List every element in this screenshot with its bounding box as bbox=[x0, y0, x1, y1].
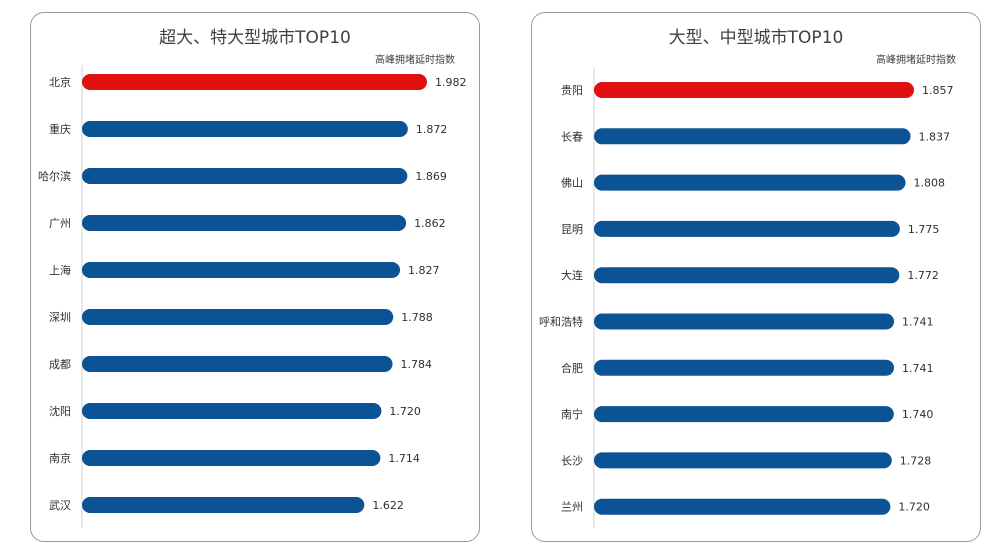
chart-panel-left: 超大、特大型城市TOP10 高峰拥堵延时指数 北京 1.982 重庆 1.872 哈尔滨… bbox=[30, 12, 480, 542]
value-label: 1.827 bbox=[408, 264, 440, 277]
category-label: 北京 bbox=[49, 75, 71, 89]
value-label: 1.728 bbox=[900, 454, 932, 467]
category-label: 深圳 bbox=[49, 311, 71, 324]
category-label: 南京 bbox=[49, 451, 71, 465]
chart-panel-right: 大型、中型城市TOP10 高峰拥堵延时指数 贵阳 1.857 长春 1.837 佛山 1.… bbox=[531, 12, 981, 542]
bar-chart-right: 贵阳 1.857 长春 1.837 佛山 1.808 昆明 1.775 大连 1.772 呼和浩特 1… bbox=[539, 68, 954, 528]
value-label: 1.740 bbox=[902, 408, 934, 421]
category-label: 昆明 bbox=[561, 223, 583, 236]
category-label: 成都 bbox=[49, 358, 71, 371]
value-label: 1.837 bbox=[919, 130, 951, 143]
category-label: 合肥 bbox=[561, 361, 583, 375]
category-label: 沈阳 bbox=[49, 404, 71, 418]
category-label: 佛山 bbox=[561, 177, 583, 190]
metric-label: 高峰拥堵延时指数 bbox=[876, 55, 956, 66]
value-label: 1.862 bbox=[414, 217, 446, 230]
value-label: 1.872 bbox=[416, 123, 448, 136]
category-label: 贵阳 bbox=[561, 84, 583, 97]
metric-label: 高峰拥堵延时指数 bbox=[375, 55, 455, 66]
chart-title: 超大、特大型城市TOP10 bbox=[159, 28, 351, 48]
value-label: 1.869 bbox=[415, 170, 447, 183]
value-label: 1.720 bbox=[389, 405, 421, 418]
category-label: 武汉 bbox=[49, 499, 71, 512]
value-label: 1.622 bbox=[372, 499, 404, 512]
bar-chart-left: 北京 1.982 重庆 1.872 哈尔滨 1.869 广州 1.862 上海 1.827 深圳 1.… bbox=[38, 65, 467, 528]
category-label: 呼和浩特 bbox=[539, 315, 583, 329]
chart-title: 大型、中型城市TOP10 bbox=[668, 28, 844, 48]
category-label: 长沙 bbox=[561, 454, 583, 467]
value-label: 1.857 bbox=[922, 84, 954, 97]
value-label: 1.788 bbox=[401, 311, 433, 324]
value-label: 1.720 bbox=[898, 501, 930, 514]
value-label: 1.714 bbox=[388, 452, 420, 465]
category-label: 哈尔滨 bbox=[38, 169, 71, 183]
category-label: 南宁 bbox=[561, 407, 583, 421]
category-label: 广州 bbox=[49, 217, 71, 230]
value-label: 1.808 bbox=[914, 177, 946, 190]
value-label: 1.741 bbox=[902, 316, 934, 329]
category-label: 重庆 bbox=[49, 122, 71, 136]
value-label: 1.741 bbox=[902, 362, 934, 375]
category-label: 长春 bbox=[561, 130, 583, 143]
value-label: 1.772 bbox=[907, 269, 939, 282]
category-label: 上海 bbox=[49, 263, 71, 277]
category-label: 兰州 bbox=[561, 501, 583, 514]
category-label: 大连 bbox=[561, 268, 583, 282]
value-label: 1.775 bbox=[908, 223, 940, 236]
value-label: 1.784 bbox=[401, 358, 433, 371]
value-label: 1.982 bbox=[435, 76, 467, 89]
